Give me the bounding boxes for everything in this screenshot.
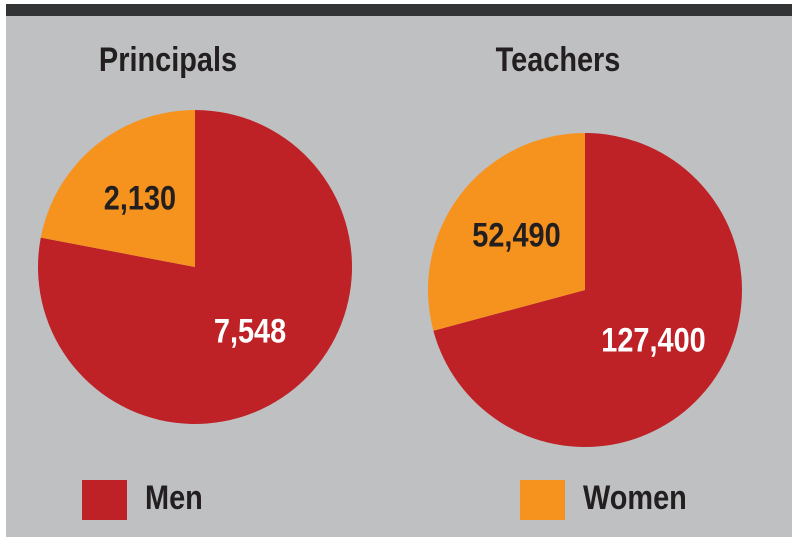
legend-swatch xyxy=(520,480,565,520)
pie-slice xyxy=(40,110,196,267)
top-bar xyxy=(6,4,792,16)
data-label: 7,548 xyxy=(214,311,286,350)
data-label: 52,490 xyxy=(472,215,560,254)
pie-slice xyxy=(428,133,585,331)
chart-title: Principals xyxy=(99,40,237,79)
legend-label: Women xyxy=(583,478,687,517)
legend-swatch xyxy=(82,480,127,520)
data-label: 127,400 xyxy=(601,320,705,359)
data-label: 2,130 xyxy=(104,178,176,217)
chart-title: Teachers xyxy=(496,40,621,79)
pie-slice xyxy=(433,133,742,448)
pie-slice xyxy=(38,110,353,425)
legend-label: Men xyxy=(145,478,203,517)
